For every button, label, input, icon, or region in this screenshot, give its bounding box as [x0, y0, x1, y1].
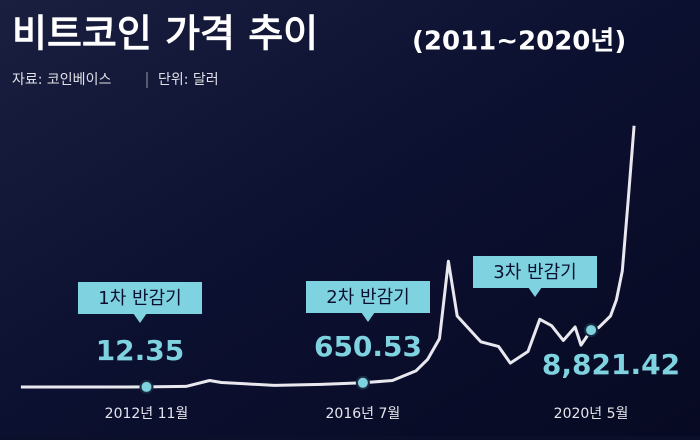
x-tick-label: 2012년 11월 [105, 406, 189, 422]
event-name: 2차 반감기 [326, 287, 409, 308]
event-pointer [133, 313, 147, 323]
x-tick-label: 2020년 5월 [554, 406, 629, 422]
x-tick-label: 2016년 7월 [326, 406, 401, 422]
event-marker [584, 323, 599, 338]
event-value: 8,821.42 [542, 348, 680, 381]
event-marker [355, 375, 370, 390]
event-marker [139, 379, 154, 394]
event-name: 3차 반감기 [493, 262, 576, 283]
event-value: 650.53 [314, 330, 422, 363]
event-name: 1차 반감기 [98, 288, 181, 309]
event-box [473, 256, 597, 288]
event-box [78, 282, 202, 314]
event-value: 12.35 [96, 334, 185, 367]
chart-title: 비트코인 가격 추이 [12, 12, 318, 56]
event-pointer [361, 312, 375, 322]
chart-subtitle: (2011~2020년) [412, 27, 626, 57]
event-pointer [528, 287, 542, 297]
event-box [306, 281, 430, 313]
unit: 단위: 달러 [158, 72, 219, 88]
source: 자료: 코인베이스 [12, 72, 111, 88]
